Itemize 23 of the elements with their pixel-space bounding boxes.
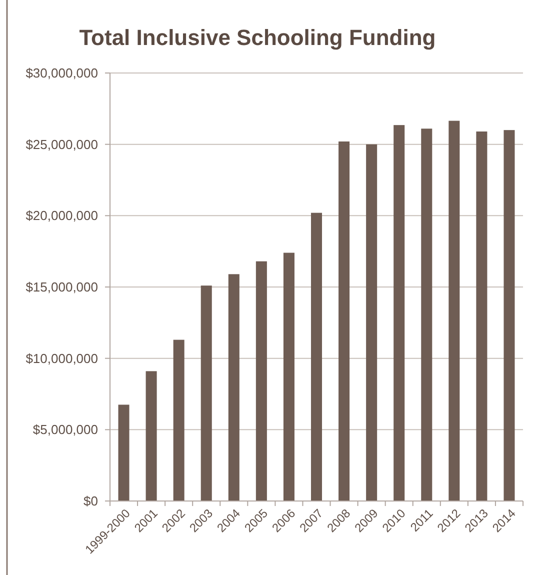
y-tick-label: $20,000,000 <box>26 208 98 224</box>
bar <box>366 144 378 501</box>
bar <box>310 212 322 501</box>
bar <box>504 130 515 501</box>
bar <box>394 125 405 501</box>
chart-title: Total Inclusive Schooling Funding <box>79 25 436 50</box>
bar <box>283 252 294 501</box>
bar <box>338 141 350 501</box>
y-tick-label: $0 <box>84 494 98 509</box>
bar <box>228 274 240 501</box>
y-tick-label: $30,000,000 <box>26 66 98 81</box>
y-tick-label: $15,000,000 <box>26 280 98 295</box>
bar <box>200 286 212 501</box>
y-tick-label: $10,000,000 <box>26 350 98 366</box>
bar <box>256 261 267 501</box>
bar <box>118 404 130 501</box>
bar <box>421 128 432 501</box>
y-tick-label: $5,000,000 <box>32 422 98 438</box>
bar <box>448 120 460 501</box>
bar <box>146 371 157 501</box>
bar <box>173 340 184 501</box>
y-tick-label: $25,000,000 <box>26 136 98 152</box>
bar <box>476 131 488 501</box>
